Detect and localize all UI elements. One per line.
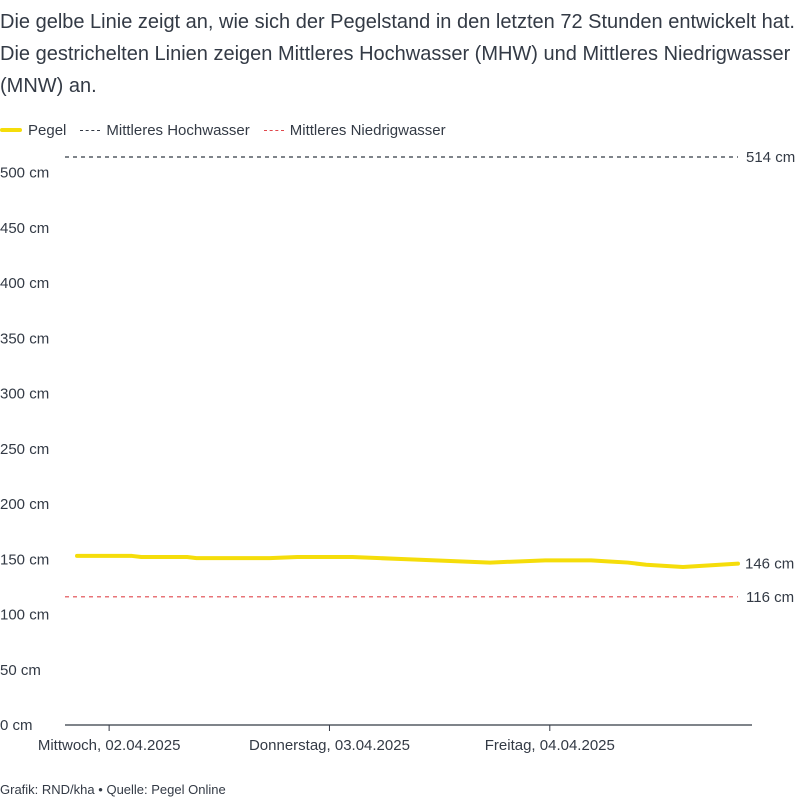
- pegel-end-value-label: 146 cm: [745, 556, 794, 573]
- legend-item-pegel: Pegel: [0, 122, 66, 139]
- x-tick-label: Mittwoch, 02.04.2025: [38, 737, 181, 754]
- y-tick-label: 250 cm: [0, 441, 49, 458]
- y-tick-label: 400 cm: [0, 275, 49, 292]
- mnw-value-label: 116 cm: [746, 589, 794, 606]
- y-tick-label: 200 cm: [0, 496, 49, 513]
- y-tick-label: 150 cm: [0, 551, 49, 568]
- footer-separator: •: [98, 782, 103, 797]
- y-tick-label: 300 cm: [0, 386, 49, 403]
- x-tick-label: Freitag, 04.04.2025: [485, 737, 615, 754]
- y-tick-label: 450 cm: [0, 220, 49, 237]
- legend-label-mnw: Mittleres Niedrigwasser: [289, 121, 446, 139]
- y-tick-label: 0 cm: [0, 717, 33, 734]
- y-tick-label: 50 cm: [0, 662, 41, 679]
- legend-item-mnw: Mittleres Niedrigwasser: [263, 121, 446, 139]
- footer-credit: Grafik: RND/kha: [0, 782, 95, 797]
- pegel-series-line: [75, 553, 740, 569]
- chart-intro-text: Die gelbe Linie zeigt an, wie sich der P…: [0, 11, 795, 97]
- y-tick-label: 100 cm: [0, 607, 49, 624]
- x-tick-label: Donnerstag, 03.04.2025: [249, 737, 410, 754]
- chart-footer: Grafik: RND/kha • Quelle: Pegel Online: [0, 782, 226, 797]
- y-tick-label: 500 cm: [0, 165, 49, 182]
- legend-swatch-pegel: [0, 128, 22, 132]
- legend-item-mhw: Mittleres Hochwasser: [80, 121, 250, 139]
- mhw-value-label: 514 cm: [746, 149, 795, 166]
- y-tick-label: 350 cm: [0, 330, 49, 347]
- legend-label-mhw: Mittleres Hochwasser: [106, 121, 250, 139]
- legend-swatch-mhw: [80, 129, 101, 131]
- legend-label-pegel: Pegel: [28, 121, 67, 139]
- footer-source: Quelle: Pegel Online: [106, 782, 226, 797]
- chart-legend: Pegel Mittleres Hochwasser Mittleres Nie…: [0, 120, 460, 140]
- legend-swatch-mnw: [263, 129, 284, 131]
